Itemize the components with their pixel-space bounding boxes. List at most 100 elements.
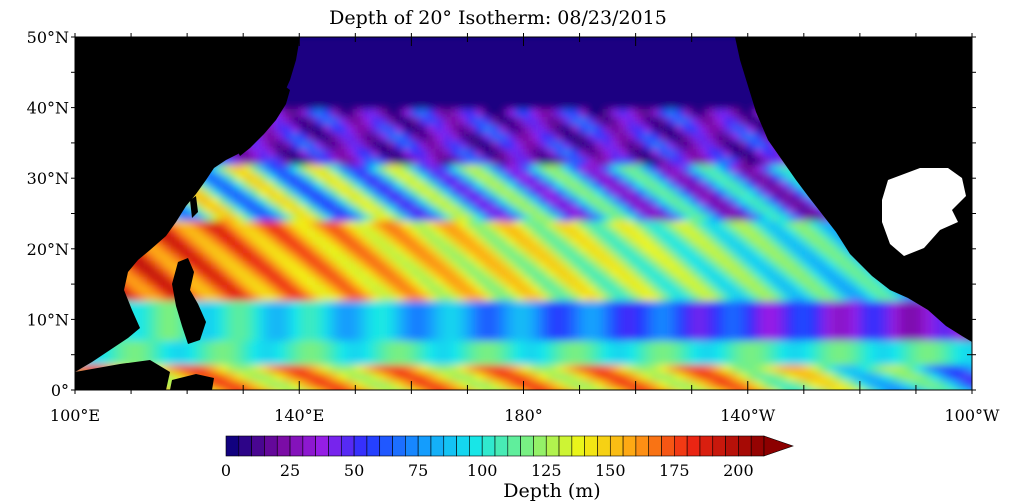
field-cell	[643, 357, 652, 366]
field-cell	[275, 181, 284, 190]
field-cell	[363, 45, 372, 54]
field-cell	[683, 45, 692, 54]
field-cell	[547, 357, 556, 366]
field-cell	[499, 45, 508, 54]
field-cell	[619, 237, 628, 246]
field-cell	[779, 381, 788, 390]
field-cell	[683, 149, 692, 158]
field-cell	[507, 173, 516, 182]
field-cell	[771, 357, 780, 366]
field-cell	[659, 181, 668, 190]
field-cell	[563, 85, 572, 94]
field-cell	[187, 245, 196, 254]
field-cell	[355, 317, 364, 326]
field-cell	[547, 165, 556, 174]
field-cell	[899, 293, 908, 302]
field-cell	[931, 333, 940, 342]
field-cell	[283, 229, 292, 238]
field-cell	[387, 301, 396, 310]
field-cell	[323, 125, 332, 134]
field-cell	[275, 189, 284, 198]
field-cell	[683, 349, 692, 358]
field-cell	[491, 165, 500, 174]
field-cell	[539, 365, 548, 374]
field-cell	[563, 189, 572, 198]
field-cell	[307, 373, 316, 382]
field-cell	[435, 261, 444, 270]
field-cell	[507, 101, 516, 110]
field-cell	[627, 181, 636, 190]
field-cell	[467, 341, 476, 350]
field-cell	[763, 285, 772, 294]
field-cell	[347, 77, 356, 86]
field-cell	[331, 341, 340, 350]
field-cell	[643, 189, 652, 198]
field-cell	[163, 293, 172, 302]
field-cell	[451, 133, 460, 142]
field-cell	[723, 213, 732, 222]
field-cell	[419, 45, 428, 54]
field-cell	[419, 317, 428, 326]
field-cell	[203, 357, 212, 366]
field-cell	[499, 205, 508, 214]
field-cell	[275, 149, 284, 158]
field-cell	[491, 173, 500, 182]
field-cell	[531, 165, 540, 174]
field-cell	[523, 357, 532, 366]
field-cell	[491, 205, 500, 214]
field-cell	[459, 365, 468, 374]
field-cell	[755, 181, 764, 190]
field-cell	[851, 341, 860, 350]
field-cell	[427, 357, 436, 366]
field-cell	[547, 277, 556, 286]
field-cell	[435, 93, 444, 102]
field-cell	[147, 309, 156, 318]
field-cell	[387, 205, 396, 214]
field-cell	[403, 189, 412, 198]
field-cell	[507, 381, 516, 390]
field-cell	[595, 189, 604, 198]
field-cell	[699, 45, 708, 54]
field-cell	[523, 349, 532, 358]
field-cell	[211, 213, 220, 222]
field-cell	[771, 237, 780, 246]
field-cell	[755, 341, 764, 350]
field-cell	[363, 373, 372, 382]
field-cell	[715, 357, 724, 366]
field-cell	[787, 285, 796, 294]
field-cell	[667, 85, 676, 94]
field-cell	[283, 285, 292, 294]
field-cell	[819, 229, 828, 238]
field-cell	[451, 301, 460, 310]
field-cell	[747, 101, 756, 110]
field-cell	[579, 373, 588, 382]
field-cell	[643, 381, 652, 390]
field-cell	[315, 53, 324, 62]
field-cell	[443, 221, 452, 230]
field-cell	[427, 221, 436, 230]
field-cell	[755, 277, 764, 286]
field-cell	[355, 253, 364, 262]
field-cell	[379, 85, 388, 94]
field-cell	[507, 181, 516, 190]
field-cell	[491, 101, 500, 110]
field-cell	[627, 69, 636, 78]
field-cell	[587, 301, 596, 310]
field-cell	[563, 381, 572, 390]
field-cell	[523, 277, 532, 286]
field-cell	[331, 101, 340, 110]
field-cell	[299, 85, 308, 94]
field-cell	[307, 309, 316, 318]
field-cell	[667, 365, 676, 374]
field-cell	[755, 269, 764, 278]
field-cell	[803, 205, 812, 214]
field-cell	[483, 189, 492, 198]
field-cell	[747, 221, 756, 230]
field-cell	[691, 285, 700, 294]
field-cell	[547, 109, 556, 118]
field-cell	[243, 237, 252, 246]
field-cell	[651, 229, 660, 238]
field-cell	[739, 261, 748, 270]
field-cell	[867, 317, 876, 326]
field-cell	[723, 77, 732, 86]
